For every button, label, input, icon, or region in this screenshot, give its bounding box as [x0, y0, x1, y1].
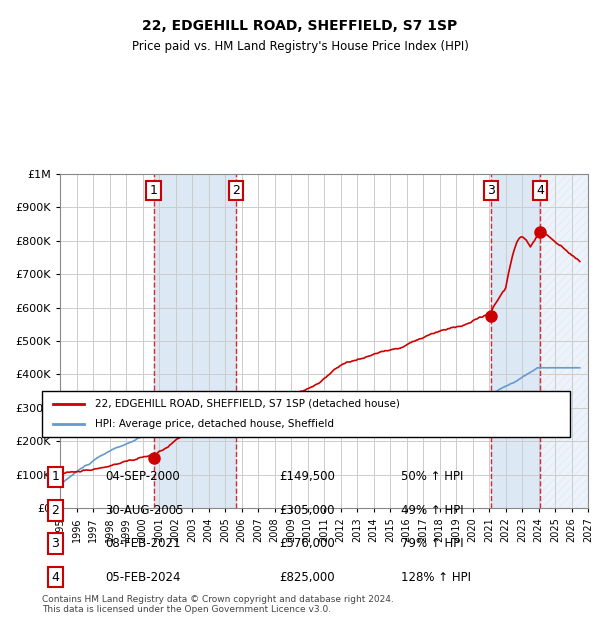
Text: 22, EDGEHILL ROAD, SHEFFIELD, S7 1SP: 22, EDGEHILL ROAD, SHEFFIELD, S7 1SP: [142, 19, 458, 33]
Text: £576,000: £576,000: [280, 537, 335, 550]
Text: 3: 3: [487, 184, 494, 197]
Text: 22, EDGEHILL ROAD, SHEFFIELD, S7 1SP (detached house): 22, EDGEHILL ROAD, SHEFFIELD, S7 1SP (de…: [95, 399, 400, 409]
Text: Price paid vs. HM Land Registry's House Price Index (HPI): Price paid vs. HM Land Registry's House …: [131, 40, 469, 53]
Text: 49% ↑ HPI: 49% ↑ HPI: [401, 504, 464, 516]
Text: 30-AUG-2005: 30-AUG-2005: [106, 504, 184, 516]
Text: 1: 1: [51, 471, 59, 484]
Text: 1: 1: [149, 184, 157, 197]
Text: 4: 4: [51, 570, 59, 583]
Text: 2: 2: [232, 184, 240, 197]
FancyBboxPatch shape: [42, 391, 570, 437]
Text: 79% ↑ HPI: 79% ↑ HPI: [401, 537, 464, 550]
Bar: [491, 174, 540, 508]
Text: 128% ↑ HPI: 128% ↑ HPI: [401, 570, 471, 583]
Text: 08-FEB-2021: 08-FEB-2021: [106, 537, 181, 550]
Text: Contains HM Land Registry data © Crown copyright and database right 2024.: Contains HM Land Registry data © Crown c…: [42, 595, 394, 604]
Text: 3: 3: [51, 537, 59, 550]
Text: £305,000: £305,000: [280, 504, 335, 516]
Text: HPI: Average price, detached house, Sheffield: HPI: Average price, detached house, Shef…: [95, 419, 334, 429]
Text: 04-SEP-2000: 04-SEP-2000: [106, 471, 180, 484]
Text: 50% ↑ HPI: 50% ↑ HPI: [401, 471, 463, 484]
Text: 4: 4: [536, 184, 544, 197]
Bar: [540, 174, 588, 508]
Text: £149,500: £149,500: [280, 471, 335, 484]
Text: 05-FEB-2024: 05-FEB-2024: [106, 570, 181, 583]
Text: 2: 2: [51, 504, 59, 516]
Text: £825,000: £825,000: [280, 570, 335, 583]
Text: This data is licensed under the Open Government Licence v3.0.: This data is licensed under the Open Gov…: [42, 604, 331, 614]
Bar: [154, 174, 236, 508]
